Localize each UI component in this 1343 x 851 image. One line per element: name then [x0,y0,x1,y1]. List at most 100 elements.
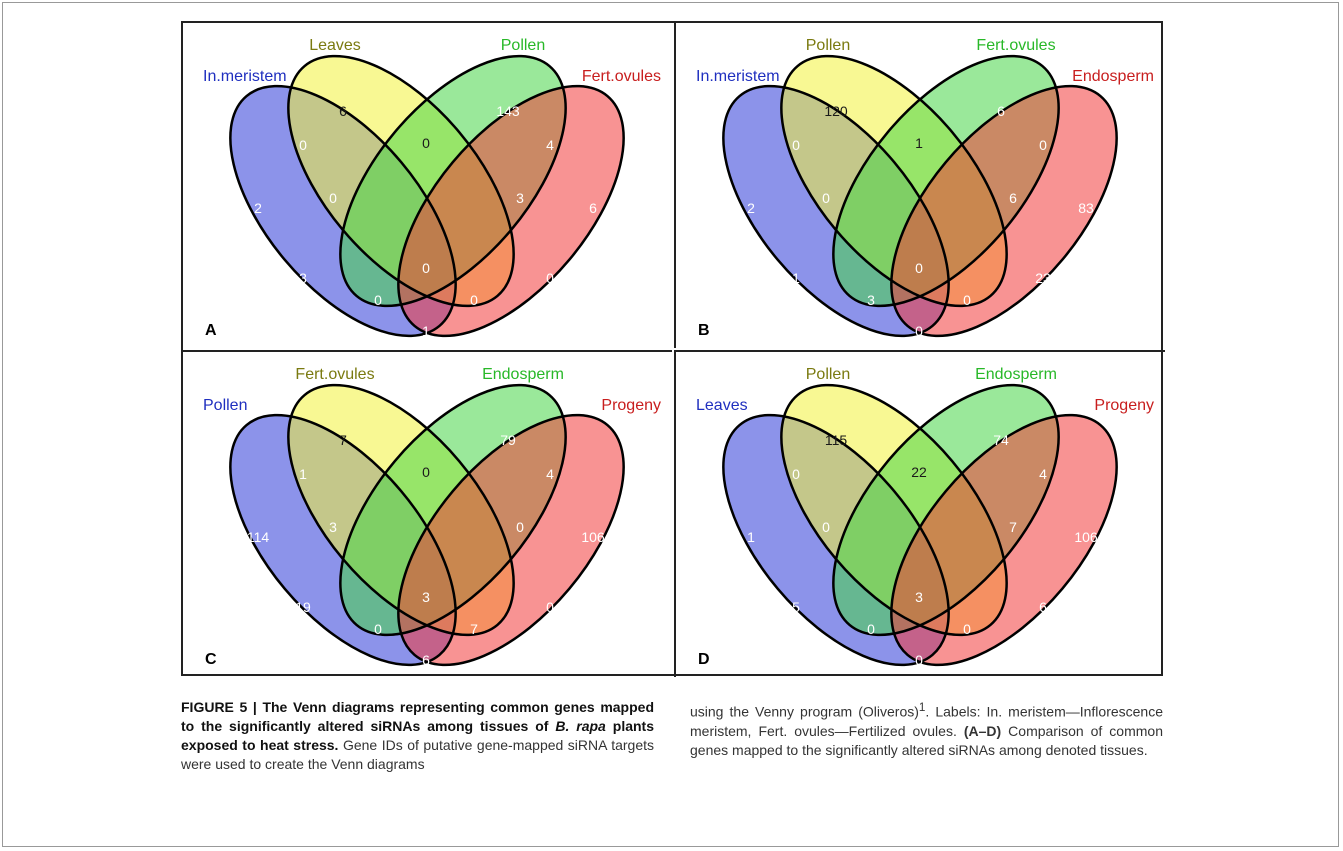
region-count-bcd: 6 [1009,190,1017,206]
set-a-outline [722,84,950,338]
region-count-acd: 7 [470,621,478,637]
set-d-label: Endosperm [1072,68,1154,85]
set-d-outline [890,413,1118,667]
venn-panel-b: In.meristem Pollen Fert.ovules Endosperm 2 12… [674,23,1165,348]
set-b-label: Pollen [806,37,850,54]
region-count-a: 2 [747,200,755,216]
set-c-outline [832,54,1060,308]
region-count-ab: 0 [792,466,800,482]
region-count-ab: 0 [299,137,307,153]
region-count-cd: 0 [1039,137,1047,153]
region-count-abcd: 0 [422,260,430,276]
region-count-a: 1 [747,529,755,545]
caption-text-part1: Gene IDs of putative gene-mapped siRNA t… [181,737,654,772]
panel-letter-d: D [698,651,710,668]
region-count-b: 120 [824,103,848,119]
region-count-ad: 0 [915,323,923,339]
caption-title-part1: FIGURE 5 | The Venn diagrams representin… [181,699,654,734]
region-count-d: 106 [1074,529,1098,545]
figure-caption: FIGURE 5 | The Venn diagrams representin… [181,698,1163,774]
region-count-a: 2 [254,200,262,216]
region-count-ac: 1 [792,270,800,286]
panel-letter-a: A [205,322,217,339]
region-count-ab: 0 [792,137,800,153]
caption-title-species: B. rapa [555,718,606,734]
region-count-c: 79 [500,432,516,448]
set-c-label: Endosperm [482,366,564,383]
venn-panel-c: Pollen Fert.ovules Endosperm Progeny 114 7 79 1… [183,350,672,677]
region-count-c: 74 [993,432,1009,448]
region-count-b: 7 [339,432,347,448]
region-count-bc: 1 [915,135,923,151]
caption-text-col2-part1: using the Venny program (Oliveros) [690,703,919,720]
region-count-cd: 4 [546,466,554,482]
region-count-abd: 0 [374,621,382,637]
caption-text-col2-part3: Comparison of common genes mapped to the… [690,722,1163,758]
caption-footnote-mark: 1 [918,701,926,714]
region-count-ad: 6 [422,652,430,668]
region-count-acd: 0 [963,621,971,637]
panel-letter-b: B [698,322,710,339]
set-a-label: In.meristem [696,68,780,85]
region-count-ac: 5 [792,599,800,615]
caption-panel-range: (A–D) [963,722,1002,739]
set-a-label: Leaves [696,397,748,414]
set-b-label: Pollen [806,366,850,383]
region-count-bd: 23 [1035,270,1051,286]
caption-title: FIGURE 5 | The Venn diagrams representin… [181,699,654,753]
set-c-label: Endosperm [975,366,1057,383]
region-count-abcd: 3 [915,589,923,605]
caption-column-left: FIGURE 5 | The Venn diagrams representin… [181,698,654,774]
region-count-c: 6 [997,103,1005,119]
region-count-abc: 0 [822,519,830,535]
set-c-outline [832,383,1060,637]
set-d-label: Progeny [601,397,661,414]
set-d-label: Progeny [1094,397,1154,414]
set-b-label: Fert.ovules [295,366,374,383]
region-count-bc: 0 [422,464,430,480]
region-count-ad: 1 [422,323,430,339]
region-count-a: 114 [247,529,270,545]
region-count-abc: 3 [329,519,337,535]
region-count-abd: 3 [867,292,875,308]
region-count-ad: 0 [915,652,923,668]
venn-figure-grid: In.meristem Leaves Pollen Fert.ovules 2 6 143 6… [181,21,1165,677]
set-c-label: Fert.ovules [976,37,1055,54]
caption-text-col2-part2: . Labels: In. meristem—Inflorescence mer… [690,703,1163,739]
region-count-c: 143 [496,103,520,119]
set-a-outline [722,413,950,667]
caption-title-part2: plants exposed to heat stress. [181,718,654,753]
set-c-outline [339,383,567,637]
region-count-bcd: 7 [1009,519,1017,535]
region-count-abcd: 0 [915,260,923,276]
set-d-outline [397,413,625,667]
venn-diagram-c: Pollen Fert.ovules Endosperm Progeny 114 7 79 1… [203,366,661,668]
region-count-abd: 0 [374,292,382,308]
venn-panel-d: Leaves Pollen Endosperm Progeny 1 115 74 106 0 22… [674,350,1165,677]
region-count-bcd: 0 [516,519,524,535]
region-count-bd: 6 [1039,599,1047,615]
region-count-d: 83 [1078,200,1094,216]
region-count-acd: 0 [470,292,478,308]
region-count-bcd: 3 [516,190,524,206]
region-count-ac: 3 [299,270,307,286]
set-a-outline [229,84,457,338]
set-d-label: Fert.ovules [582,68,661,85]
panel-letter-c: C [205,651,217,668]
set-a-label: Pollen [203,397,247,414]
region-count-abd: 0 [867,621,875,637]
region-count-ac: 19 [295,599,311,615]
set-c-label: Pollen [501,37,545,54]
region-count-cd: 4 [1039,466,1047,482]
region-count-ab: 1 [299,466,307,482]
region-count-b: 115 [825,432,848,448]
region-count-cd: 4 [546,137,554,153]
region-count-abc: 0 [329,190,337,206]
set-a-label: In.meristem [203,68,287,85]
region-count-bc: 22 [911,464,927,480]
region-count-bc: 0 [422,135,430,151]
region-count-abcd: 3 [422,589,430,605]
